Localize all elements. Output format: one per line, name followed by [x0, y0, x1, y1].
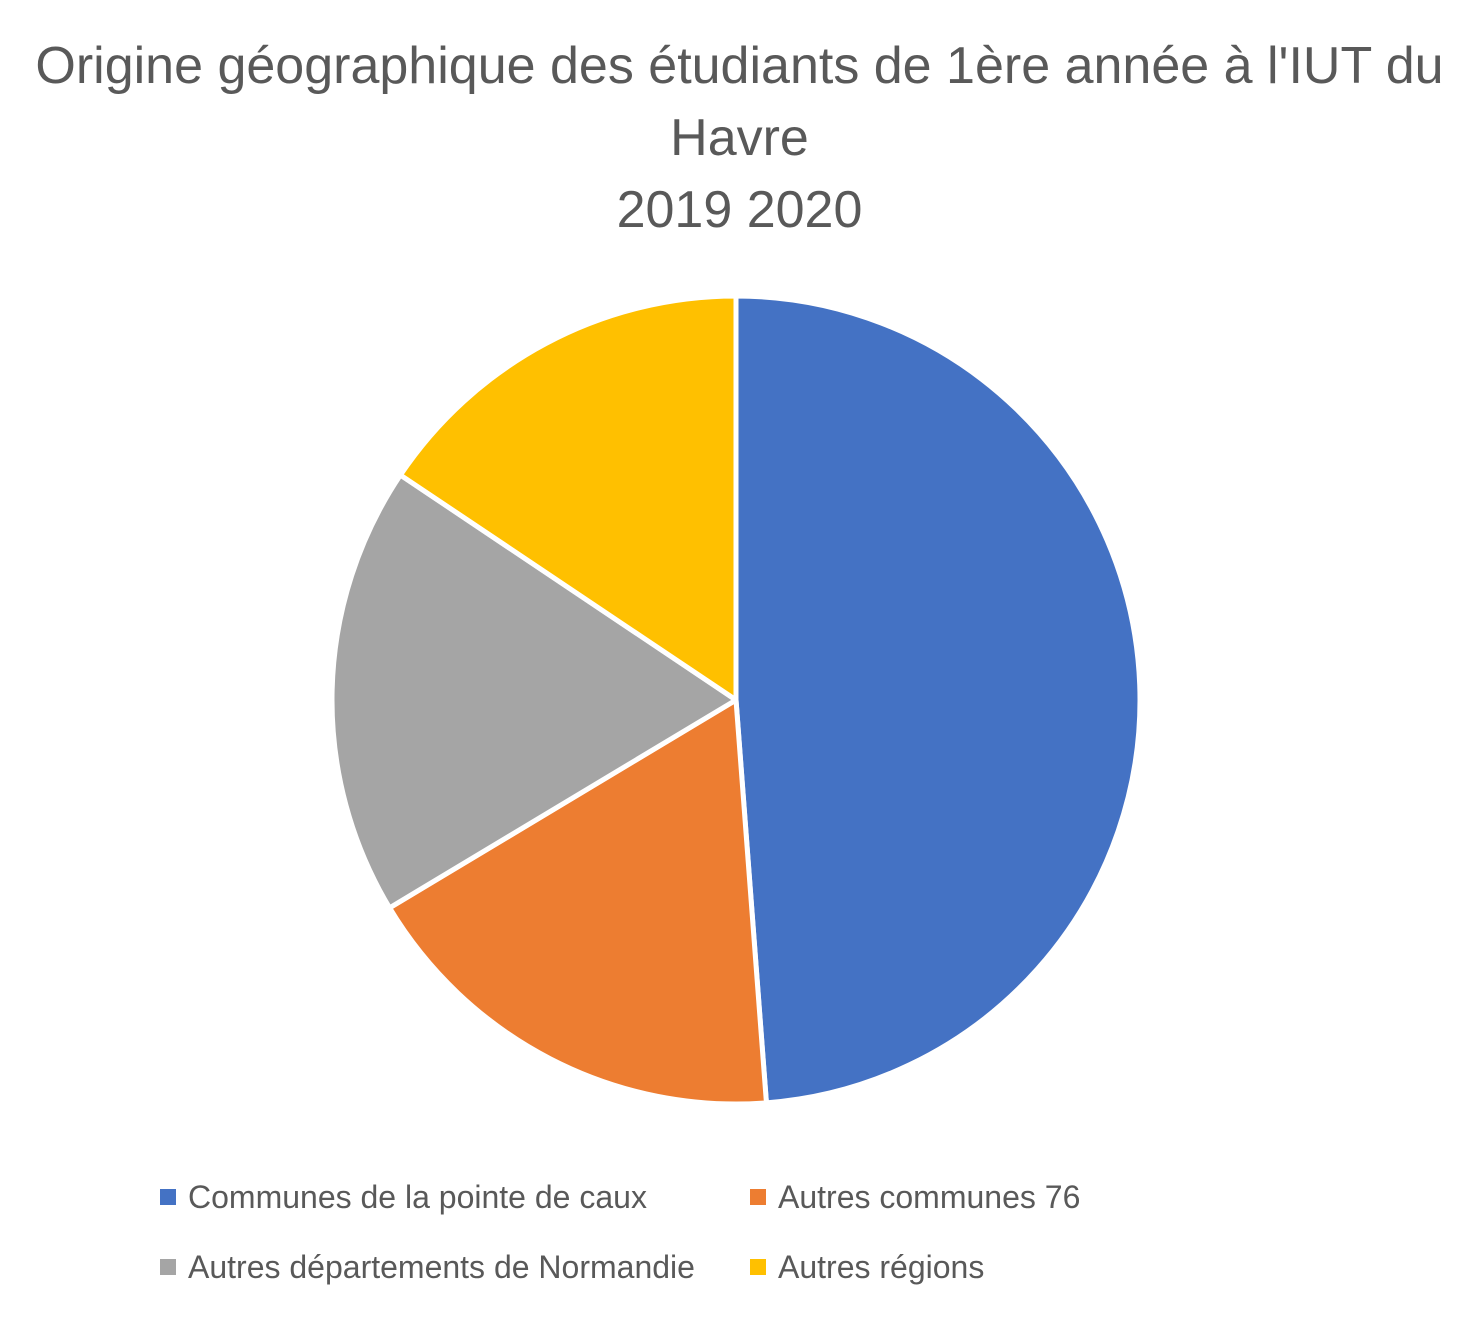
legend-item-autres-regions: Autres régions [750, 1249, 984, 1286]
legend-row: Autres départements de Normandie Autres … [160, 1232, 1160, 1302]
legend-label-autres-regions: Autres régions [778, 1248, 985, 1285]
pie-slice-autres-communes-76 [387, 697, 769, 1107]
legend-item-autres-departements: Autres départements de Normandie [160, 1249, 750, 1286]
legend-row: Communes de la pointe de caux Autres com… [160, 1162, 1160, 1232]
legend-item-communes-pointe-de-caux: Communes de la pointe de caux [160, 1179, 750, 1216]
legend: Communes de la pointe de caux Autres com… [160, 1162, 1160, 1302]
pie-slice-communes-pointe-de-caux [733, 293, 1143, 1106]
legend-label-autres-departements: Autres départements de Normandie [188, 1248, 695, 1285]
legend-label-autres-communes-76: Autres communes 76 [778, 1178, 1081, 1215]
chart-title-line-3: 2019 2020 [616, 181, 863, 239]
legend-swatch-autres-communes-76 [750, 1189, 766, 1205]
legend-swatch-autres-departements [160, 1259, 176, 1275]
chart-title: Origine géographique des étudiants de 1è… [0, 30, 1479, 246]
legend-item-autres-communes-76: Autres communes 76 [750, 1179, 1080, 1216]
legend-swatch-communes-pointe-de-caux [160, 1189, 176, 1205]
chart-title-line-1: Origine géographique des étudiants de 1è… [35, 37, 1444, 95]
pie-slice-autres-regions [397, 293, 739, 703]
legend-swatch-autres-regions [750, 1259, 766, 1275]
pie-slice-autres-departements [329, 472, 739, 911]
chart-title-line-2: Havre [670, 109, 809, 167]
legend-label-communes-pointe-de-caux: Communes de la pointe de caux [188, 1178, 647, 1215]
